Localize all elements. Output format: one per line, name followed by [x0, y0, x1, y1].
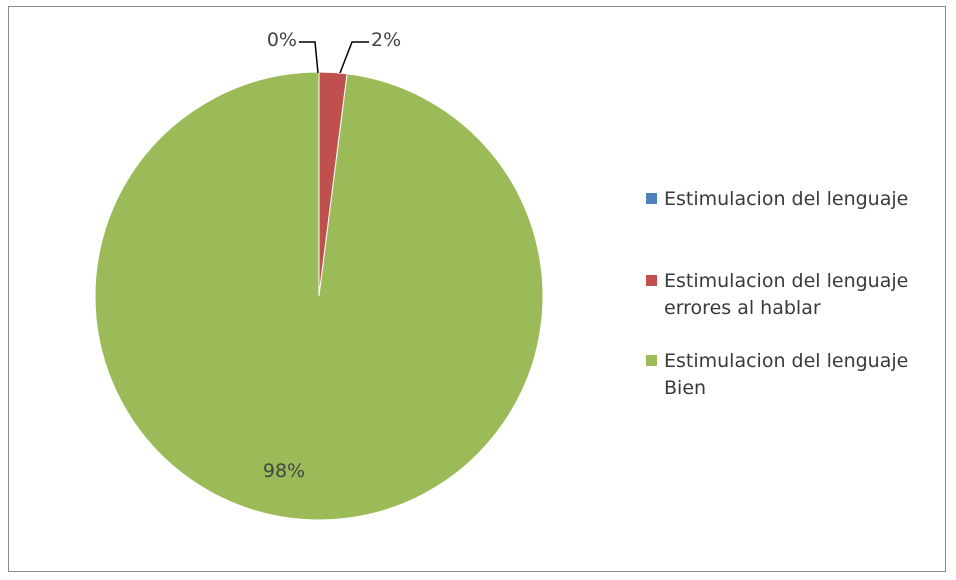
legend-swatch-2 — [646, 355, 657, 366]
legend-label-2-line-1: Bien — [664, 377, 706, 399]
legend-label-1-line-1: errores al hablar — [664, 297, 821, 319]
legend-swatch-0 — [646, 193, 657, 204]
pie-slice-2 — [94, 71, 544, 521]
data-label-1: 2% — [371, 29, 401, 51]
legend-label-2-line-0: Estimulacion del lenguaje — [664, 350, 908, 372]
leader-lines — [299, 41, 369, 74]
data-label-2: 98% — [263, 460, 305, 482]
legend: Estimulacion del lenguaje Estimulacion de… — [646, 188, 908, 399]
legend-label-1-line-0: Estimulacion del lenguaje — [664, 270, 908, 292]
data-labels: 0% 2% 98% — [263, 29, 401, 482]
legend-swatch-1 — [646, 275, 657, 286]
data-label-0: 0% — [267, 29, 297, 51]
legend-label-0-line-0: Estimulacion del lenguaje — [664, 188, 908, 210]
leader-line-1 — [339, 41, 369, 74]
leader-line-0 — [299, 41, 319, 74]
pie-slices — [94, 71, 544, 521]
